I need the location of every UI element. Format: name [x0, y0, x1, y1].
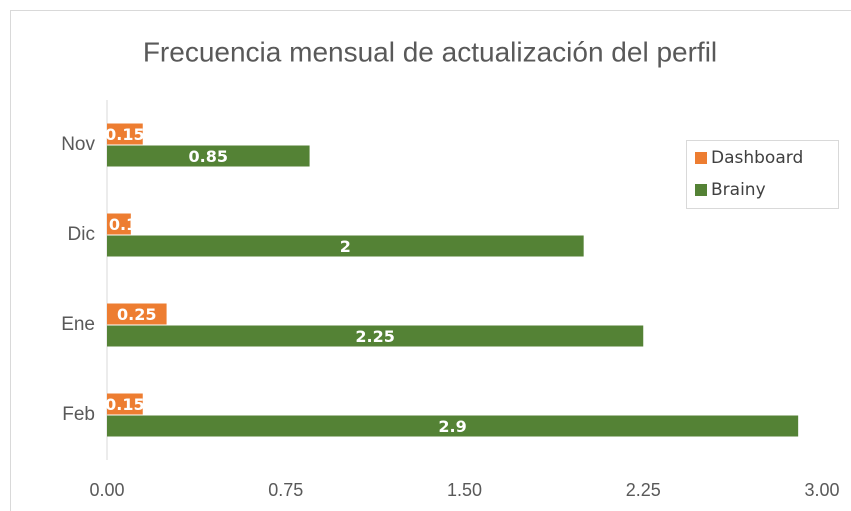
bar [107, 393, 143, 415]
legend-label: Dashboard [711, 148, 803, 168]
bar [107, 123, 143, 145]
x-tick-label: 2.25 [626, 480, 661, 500]
bar [107, 145, 310, 167]
bar [107, 213, 131, 235]
bar [107, 303, 167, 325]
x-tick-label: 3.00 [804, 480, 839, 500]
legend-swatch [695, 184, 707, 196]
x-tick-label: 0.75 [268, 480, 303, 500]
bar [107, 235, 584, 257]
data-label: 2.9 [438, 417, 466, 436]
chart-title: Frecuencia mensual de actualización del … [143, 36, 717, 67]
data-label: 0.25 [117, 305, 156, 324]
y-tick-label: Ene [61, 314, 95, 335]
bar [107, 415, 799, 437]
data-label: 2.25 [355, 327, 394, 346]
data-label: 0.1 [109, 215, 137, 234]
y-tick-label: Dic [68, 224, 95, 245]
legend-swatch [695, 152, 707, 164]
data-label: 0.15 [105, 125, 144, 144]
data-label: 0.15 [105, 395, 144, 414]
x-tick-label: 0.00 [89, 480, 124, 500]
x-tick-label: 1.50 [447, 480, 482, 500]
bar [107, 325, 644, 347]
y-tick-label: Feb [62, 404, 95, 425]
legend-box [686, 140, 839, 209]
data-label: 2 [340, 237, 351, 256]
y-tick-label: Nov [61, 134, 95, 155]
data-label: 0.85 [189, 147, 228, 166]
legend-label: Brainy [711, 180, 766, 200]
